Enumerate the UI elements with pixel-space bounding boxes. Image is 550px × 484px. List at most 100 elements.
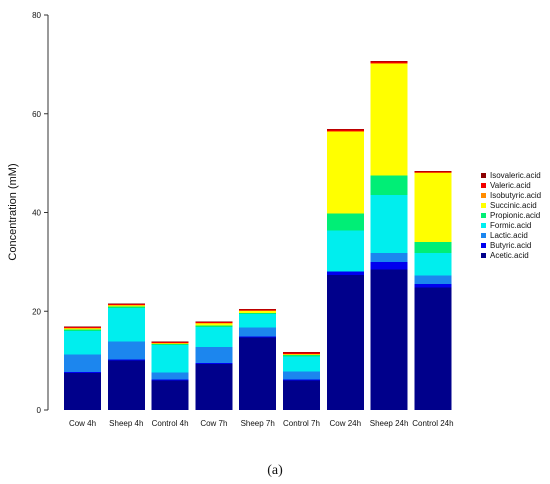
legend: Isovaleric.acidValeric.acidIsobutyric.ac… — [481, 171, 541, 260]
bar-segment-lactic-acid — [107, 341, 145, 360]
x-tick-label: Sheep 24h — [370, 419, 409, 428]
bar-segment-valeric-acid — [239, 309, 277, 311]
bar-segment-lactic-acid — [283, 371, 320, 380]
x-tick-labels: Cow 4h Sheep 4h Control 4h Cow 7h Sheep 7h Co… — [69, 419, 454, 428]
y-axis-label: Concentration (mM) — [7, 163, 19, 260]
legend-swatch — [481, 203, 486, 208]
bar-segment-lactic-acid — [151, 372, 189, 380]
legend-entry: Formic.acid — [481, 221, 531, 230]
legend-label: Butyric.acid — [490, 241, 531, 250]
y-tick-label: 80 — [32, 11, 41, 20]
legend-swatch — [481, 213, 486, 218]
x-tick-label: Control 24h — [412, 419, 453, 428]
bar-segment-butyric-acid — [414, 284, 452, 288]
bar-segment-butyric-acid — [107, 359, 145, 361]
bar-segment-acetic-acid — [239, 337, 277, 410]
bar-segment-formic-acid — [64, 331, 101, 355]
bar-segment-succinic-acid — [326, 132, 364, 214]
bar-segment-propionic-acid — [326, 213, 364, 231]
bar-segment-valeric-acid — [64, 327, 101, 329]
legend-entry: Succinic.acid — [481, 201, 537, 210]
bar-segment-isobutyric-acid — [370, 62, 408, 64]
bar-segment-succinic-acid — [414, 173, 452, 243]
bar-segment-propionic-acid — [64, 329, 101, 331]
legend-label: Isovaleric.acid — [490, 171, 541, 180]
legend-label: Lactic.acid — [490, 231, 528, 240]
x-tick-label: Control 4h — [152, 419, 189, 428]
axes: 0 20 40 60 80 — [32, 11, 49, 415]
legend-swatch — [481, 233, 486, 238]
bar-segment-acetic-acid — [370, 269, 408, 410]
legend-label: Formic.acid — [490, 221, 531, 230]
bar-segment-lactic-acid — [239, 327, 277, 337]
bar-segment-valeric-acid — [414, 171, 452, 173]
bar-segment-valeric-acid — [151, 341, 189, 343]
bar-segment-butyric-acid — [283, 379, 320, 381]
legend-label: Propionic.acid — [490, 211, 540, 220]
bar-segment-formic-acid — [151, 344, 189, 373]
y-tick-label: 0 — [37, 406, 42, 415]
y-tick-label: 60 — [32, 110, 41, 119]
bar-segment-valeric-acid — [370, 61, 408, 63]
legend-swatch — [481, 243, 486, 248]
bar-segment-butyric-acid — [195, 363, 233, 365]
bar-segment-valeric-acid — [107, 303, 145, 305]
y-tick-label: 40 — [32, 209, 41, 218]
bar-segment-valeric-acid — [195, 322, 233, 324]
bar-segment-succinic-acid — [195, 323, 233, 326]
x-tick-label: Cow 24h — [330, 419, 362, 428]
bar-segment-propionic-acid — [195, 325, 233, 328]
bar-segment-propionic-acid — [414, 242, 452, 253]
legend-swatch — [481, 253, 486, 258]
bar-segment-acetic-acid — [414, 287, 452, 410]
bar-segment-formic-acid — [239, 314, 277, 328]
bar-segment-lactic-acid — [64, 354, 101, 372]
bar-segment-butyric-acid — [370, 261, 408, 270]
legend-entry: Valeric.acid — [481, 181, 531, 190]
figure-caption: (a) — [267, 463, 283, 478]
bar-segment-formic-acid — [195, 327, 233, 347]
legend-swatch — [481, 173, 486, 178]
x-tick-label: Cow 4h — [69, 419, 96, 428]
bar-segment-acetic-acid — [151, 380, 189, 410]
bar-segment-lactic-acid — [370, 252, 408, 262]
bar-segment-succinic-acid — [370, 63, 408, 176]
legend-entry: Isovaleric.acid — [481, 171, 541, 180]
legend-swatch — [481, 193, 486, 198]
legend-label: Valeric.acid — [490, 181, 531, 190]
legend-swatch — [481, 183, 486, 188]
bar-segment-succinic-acid — [64, 328, 101, 330]
bar-segment-lactic-acid — [414, 275, 452, 285]
legend-label: Acetic.acid — [490, 251, 529, 260]
x-tick-label: Sheep 4h — [109, 419, 143, 428]
bar-segment-propionic-acid — [283, 355, 320, 357]
bar-segment-propionic-acid — [239, 313, 277, 315]
legend-entry: Butyric.acid — [481, 241, 531, 250]
bar-segment-formic-acid — [370, 195, 408, 253]
legend-label: Isobutyric.acid — [490, 191, 541, 200]
bar-segment-acetic-acid — [326, 275, 364, 410]
bar-segment-valeric-acid — [326, 129, 364, 132]
legend-entry: Lactic.acid — [481, 231, 528, 240]
bar-segment-acetic-acid — [64, 372, 101, 410]
legend-entry: Propionic.acid — [481, 211, 540, 220]
bar-segment-formic-acid — [414, 252, 452, 276]
bar-segment-butyric-acid — [64, 371, 101, 373]
bar-segment-butyric-acid — [326, 271, 364, 276]
legend-label: Succinic.acid — [490, 201, 537, 210]
x-tick-label: Sheep 7h — [241, 419, 275, 428]
bar-segment-succinic-acid — [239, 310, 277, 314]
bar-segment-propionic-acid — [151, 343, 189, 345]
legend-entry: Acetic.acid — [481, 251, 529, 260]
bar-segment-acetic-acid — [283, 380, 320, 410]
bar-segment-butyric-acid — [151, 379, 189, 381]
legend-swatch — [481, 223, 486, 228]
bar-segment-propionic-acid — [370, 175, 408, 196]
x-tick-label: Cow 7h — [200, 419, 227, 428]
legend-entry: Isobutyric.acid — [481, 191, 541, 200]
bar-segment-isobutyric-acid — [326, 131, 364, 133]
x-tick-label: Control 7h — [283, 419, 320, 428]
bars — [64, 60, 452, 410]
bar-segment-formic-acid — [107, 307, 145, 342]
